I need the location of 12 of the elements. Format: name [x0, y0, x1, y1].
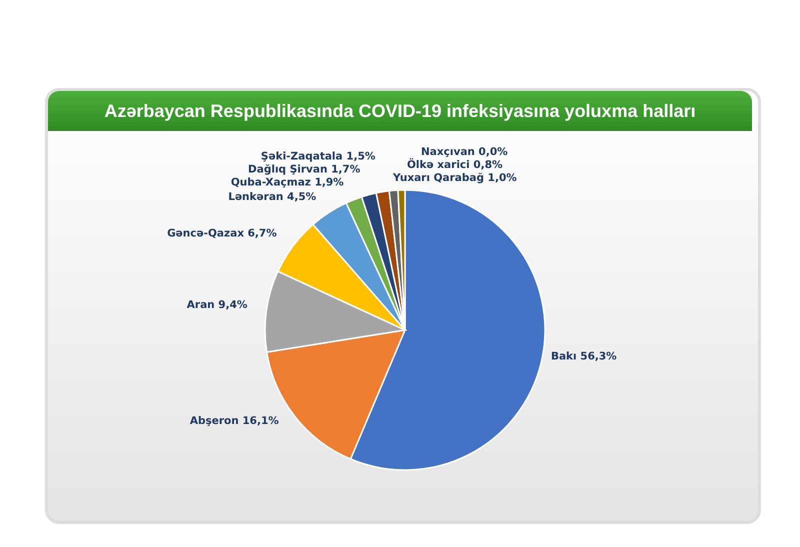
- slice-label: Dağlıq Şirvan 1,7%: [248, 164, 361, 176]
- slice-label: Gəncə-Qazax 6,7%: [167, 228, 278, 240]
- slice-label: Quba-Xaçmaz 1,9%: [230, 176, 344, 189]
- slice-label: Ölkə xarici 0,8%: [407, 158, 503, 171]
- slice-label: Bakı 56,3%: [550, 350, 618, 363]
- slice-label: Aran 9,4%: [186, 299, 248, 311]
- slice-label: Lənkəran 4,5%: [228, 190, 317, 203]
- chart-title: Azərbaycan Respublikasında COVID-19 infeksiyasına yoluxma halları: [104, 100, 696, 122]
- slice-label: Yuxarı Qarabağ 1,0%: [392, 172, 518, 184]
- slice-label: Abşeron 16,1%: [190, 415, 280, 428]
- category-label: Naxçıvan 0,0%: [421, 146, 508, 158]
- slice-label: Şəki-Zaqatala 1,5%: [260, 150, 376, 163]
